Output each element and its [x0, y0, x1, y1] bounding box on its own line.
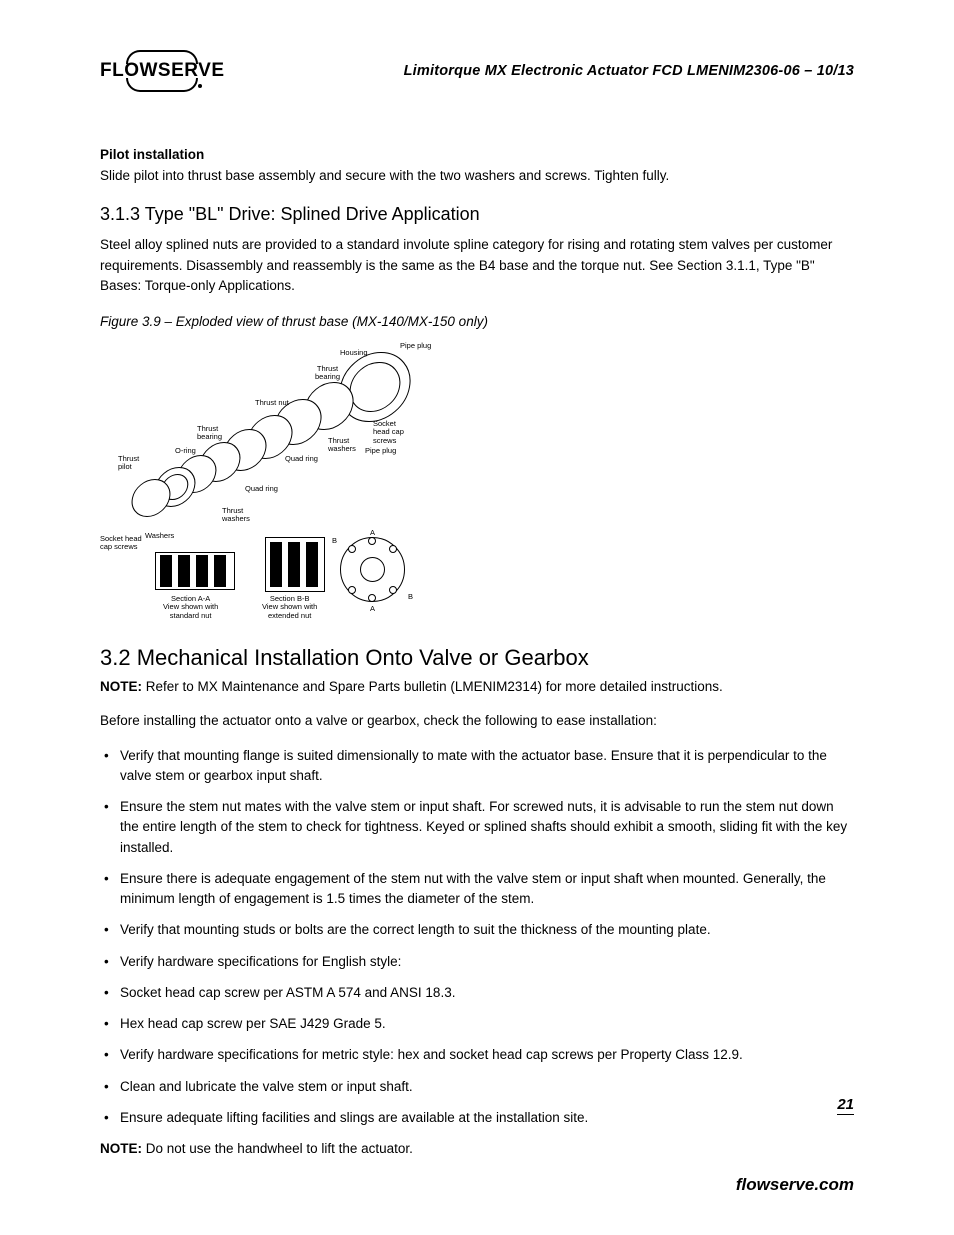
- list-item: Ensure the stem nut mates with the valve…: [118, 797, 854, 858]
- list-item: Verify hardware specifications for metri…: [118, 1045, 854, 1065]
- figure-3-9-caption: Figure 3.9 – Exploded view of thrust bas…: [100, 314, 854, 329]
- fig-label-thrust-bearing-l: Thrust bearing: [197, 425, 222, 442]
- fig-label-thrust-washers-r: Thrust washers: [328, 437, 356, 454]
- section-3-2-note2: NOTE: Do not use the handwheel to lift t…: [100, 1139, 854, 1159]
- fig-label-pipe-plug-b: Pipe plug: [365, 447, 396, 455]
- fig-label-housing: Housing: [340, 349, 368, 357]
- installation-checklist: Verify that mounting flange is suited di…: [100, 746, 854, 1129]
- note-text: Do not use the handwheel to lift the act…: [142, 1141, 413, 1156]
- list-item: Hex head cap screw per SAE J429 Grade 5.: [118, 1014, 854, 1034]
- list-item: Ensure there is adequate engagement of t…: [118, 869, 854, 910]
- footer-url: flowserve.com: [736, 1175, 854, 1195]
- section-3-2-heading: 3.2 Mechanical Installation Onto Valve o…: [100, 645, 854, 671]
- fig-label-thrust-pilot: Thrust pilot: [118, 455, 139, 472]
- fig-label-b2: B: [408, 593, 413, 601]
- list-item: Ensure adequate lifting facilities and s…: [118, 1108, 854, 1128]
- figure-3-9-diagram: Pipe plug Housing Thrust bearing Thrust …: [100, 337, 510, 627]
- fig-label-thrust-washers-b: Thrust washers: [222, 507, 250, 524]
- page-number: 21: [837, 1096, 854, 1115]
- page-header: FLOWSERVE Limitorque MX Electronic Actua…: [100, 50, 854, 92]
- fig-label-thrust-nut: Thrust nut: [255, 399, 289, 407]
- fig-label-section-bb: Section B-B View shown with extended nut: [262, 595, 317, 620]
- fig-label-thrust-bearing-top: Thrust bearing: [315, 365, 340, 382]
- note-text: Refer to MX Maintenance and Spare Parts …: [142, 679, 723, 694]
- fig-label-pipe-plug: Pipe plug: [400, 342, 431, 350]
- fig-label-socket-head-cap: Socket head cap screws: [373, 420, 404, 445]
- list-item: Socket head cap screw per ASTM A 574 and…: [118, 983, 854, 1003]
- fig-label-o-ring: O-ring: [175, 447, 196, 455]
- fig-label-a1: A: [370, 529, 375, 537]
- fig-label-section-aa: Section A-A View shown with standard nut: [163, 595, 218, 620]
- note-label: NOTE:: [100, 679, 142, 694]
- list-item: Verify that mounting studs or bolts are …: [118, 920, 854, 940]
- list-item: Verify hardware specifications for Engli…: [118, 952, 854, 972]
- section-3-2-note1: NOTE: Refer to MX Maintenance and Spare …: [100, 677, 854, 697]
- list-item: Verify that mounting flange is suited di…: [118, 746, 854, 787]
- pilot-installation-body: Slide pilot into thrust base assembly an…: [100, 166, 854, 186]
- section-3-2-intro: Before installing the actuator onto a va…: [100, 711, 854, 731]
- list-item: Clean and lubricate the valve stem or in…: [118, 1077, 854, 1097]
- fig-label-socket-head-b: Socket head cap screws: [100, 535, 142, 552]
- section-3-1-3-heading: 3.1.3 Type "BL" Drive: Splined Drive App…: [100, 204, 854, 225]
- document-title: Limitorque MX Electronic Actuator FCD LM…: [404, 63, 854, 79]
- fig-label-quad-ring-b: Quad ring: [245, 485, 278, 493]
- logo-arc-bottom-icon: [126, 78, 198, 92]
- flowserve-logo: FLOWSERVE: [100, 50, 225, 92]
- pilot-installation-heading: Pilot installation: [100, 147, 854, 162]
- note-label: NOTE:: [100, 1141, 142, 1156]
- fig-label-a2: A: [370, 605, 375, 613]
- fig-label-washers: Washers: [145, 532, 174, 540]
- fig-label-b1: B: [332, 537, 337, 545]
- fig-label-quad-ring-r: Quad ring: [285, 455, 318, 463]
- section-3-1-3-body: Steel alloy splined nuts are provided to…: [100, 235, 854, 296]
